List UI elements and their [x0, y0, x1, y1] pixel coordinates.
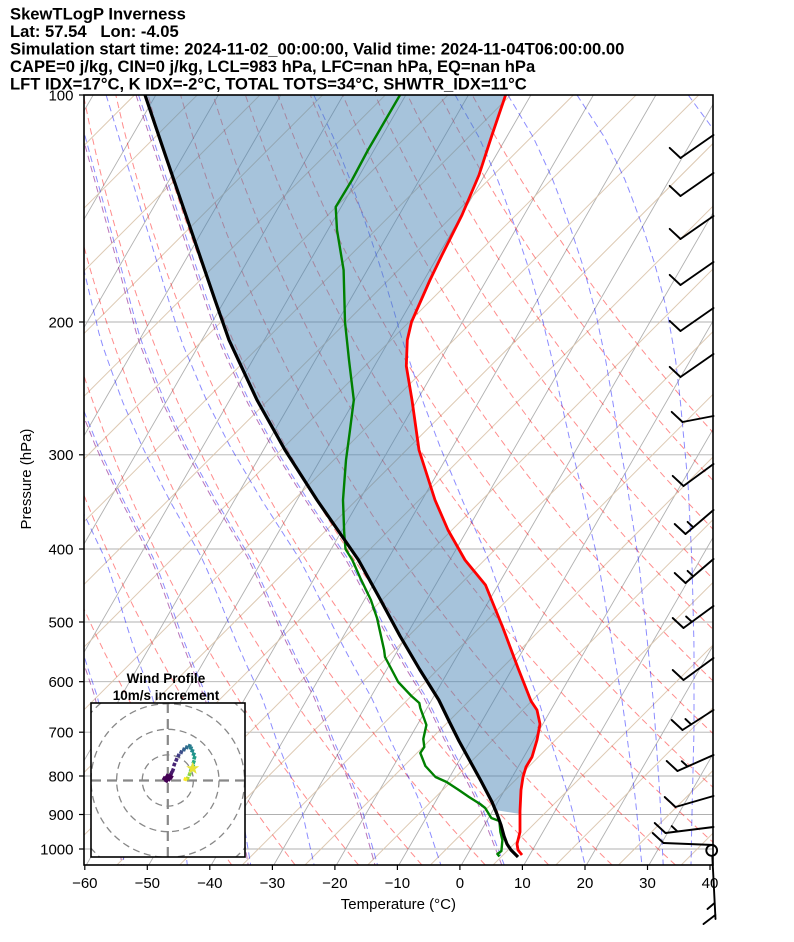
svg-text:700: 700 — [48, 725, 73, 742]
svg-text:Temperature (°C): Temperature (°C) — [341, 896, 456, 913]
svg-text:Lat: 57.54 Lon: -4.05: Lat: 57.54 Lon: -4.05 — [10, 22, 179, 41]
svg-text:10m/s increment: 10m/s increment — [113, 688, 220, 703]
svg-text:0: 0 — [456, 875, 464, 892]
svg-text:−40: −40 — [197, 875, 222, 892]
svg-text:−10: −10 — [385, 875, 410, 892]
svg-text:Simulation start time: 2024-11: Simulation start time: 2024-11-02_00:00:… — [10, 39, 624, 58]
svg-text:20: 20 — [577, 875, 594, 892]
svg-text:−50: −50 — [135, 875, 160, 892]
svg-text:600: 600 — [48, 674, 73, 691]
svg-text:30: 30 — [639, 875, 656, 892]
svg-text:100: 100 — [48, 87, 73, 104]
svg-text:SkewTLogP Inverness: SkewTLogP Inverness — [10, 4, 186, 23]
svg-text:40: 40 — [702, 875, 719, 892]
svg-text:CAPE=0 j/kg, CIN=0 j/kg, LCL=9: CAPE=0 j/kg, CIN=0 j/kg, LCL=983 hPa, LF… — [10, 57, 536, 76]
svg-text:900: 900 — [48, 807, 73, 824]
svg-text:−30: −30 — [260, 875, 285, 892]
svg-text:Pressure (hPa): Pressure (hPa) — [18, 429, 35, 530]
svg-text:−20: −20 — [322, 875, 347, 892]
svg-text:10: 10 — [514, 875, 531, 892]
svg-text:500: 500 — [48, 614, 73, 631]
svg-text:Wind Profile: Wind Profile — [127, 671, 206, 686]
svg-text:800: 800 — [48, 768, 73, 785]
svg-text:300: 300 — [48, 447, 73, 464]
svg-text:LFT IDX=17°C, K IDX=-2°C, TOTA: LFT IDX=17°C, K IDX=-2°C, TOTAL TOTS=34°… — [10, 74, 527, 93]
svg-text:400: 400 — [48, 541, 73, 558]
svg-text:−60: −60 — [72, 875, 97, 892]
svg-text:200: 200 — [48, 314, 73, 331]
svg-text:1000: 1000 — [40, 841, 73, 858]
